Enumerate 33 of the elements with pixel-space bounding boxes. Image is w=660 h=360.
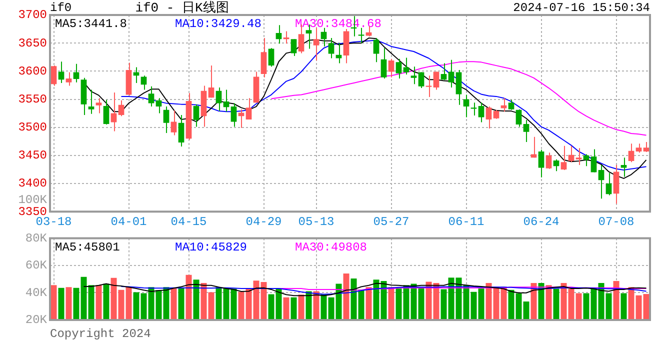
text: MA10:3429.48 [175,17,262,32]
annotation: if0 [50,1,72,16]
chart-subtitle: 2024-07-16 15:50:34 [513,1,650,16]
y-tick-label: 40K [25,286,48,300]
x-tick-label: 05-27 [373,214,410,229]
y-tick-label: 3600 [18,64,47,78]
text: Copyright 2024 [50,327,151,342]
x-tick-label: 06-11 [448,214,484,229]
y-tick-label: 3400 [18,176,47,191]
x-tick-label: 04-15 [170,214,207,229]
x-tick-label: 04-01 [110,214,147,229]
text: MA5:45801 [55,240,120,254]
y-tick-label: 3450 [18,148,47,163]
x-tick-label: 06-24 [523,214,560,229]
candlestick [358,27,364,44]
y-tick-label: 60K [25,258,48,273]
chart-title: if0 - 日K线图 [135,0,229,16]
text: MA5:3441.8 [55,17,128,32]
y-tick-label: 3500 [18,120,47,135]
y-tick-label: 80K [25,231,48,246]
x-tick-label: 04-29 [246,214,282,229]
text: 100K [18,192,48,207]
y-tick-label: 20K [25,313,48,328]
x-tick-label: 05-13 [298,214,334,229]
y-tick-label: 3700 [18,8,47,22]
x-tick-label: 07-08 [598,214,634,229]
text: MA10:45829 [175,240,248,254]
y-tick-label: 3650 [18,36,47,50]
candlestick [470,102,477,116]
candlestick [576,148,582,166]
y-tick-label: 3550 [18,92,47,106]
text: MA30:49808 [295,240,368,254]
x-tick-label: 03-18 [36,214,72,229]
